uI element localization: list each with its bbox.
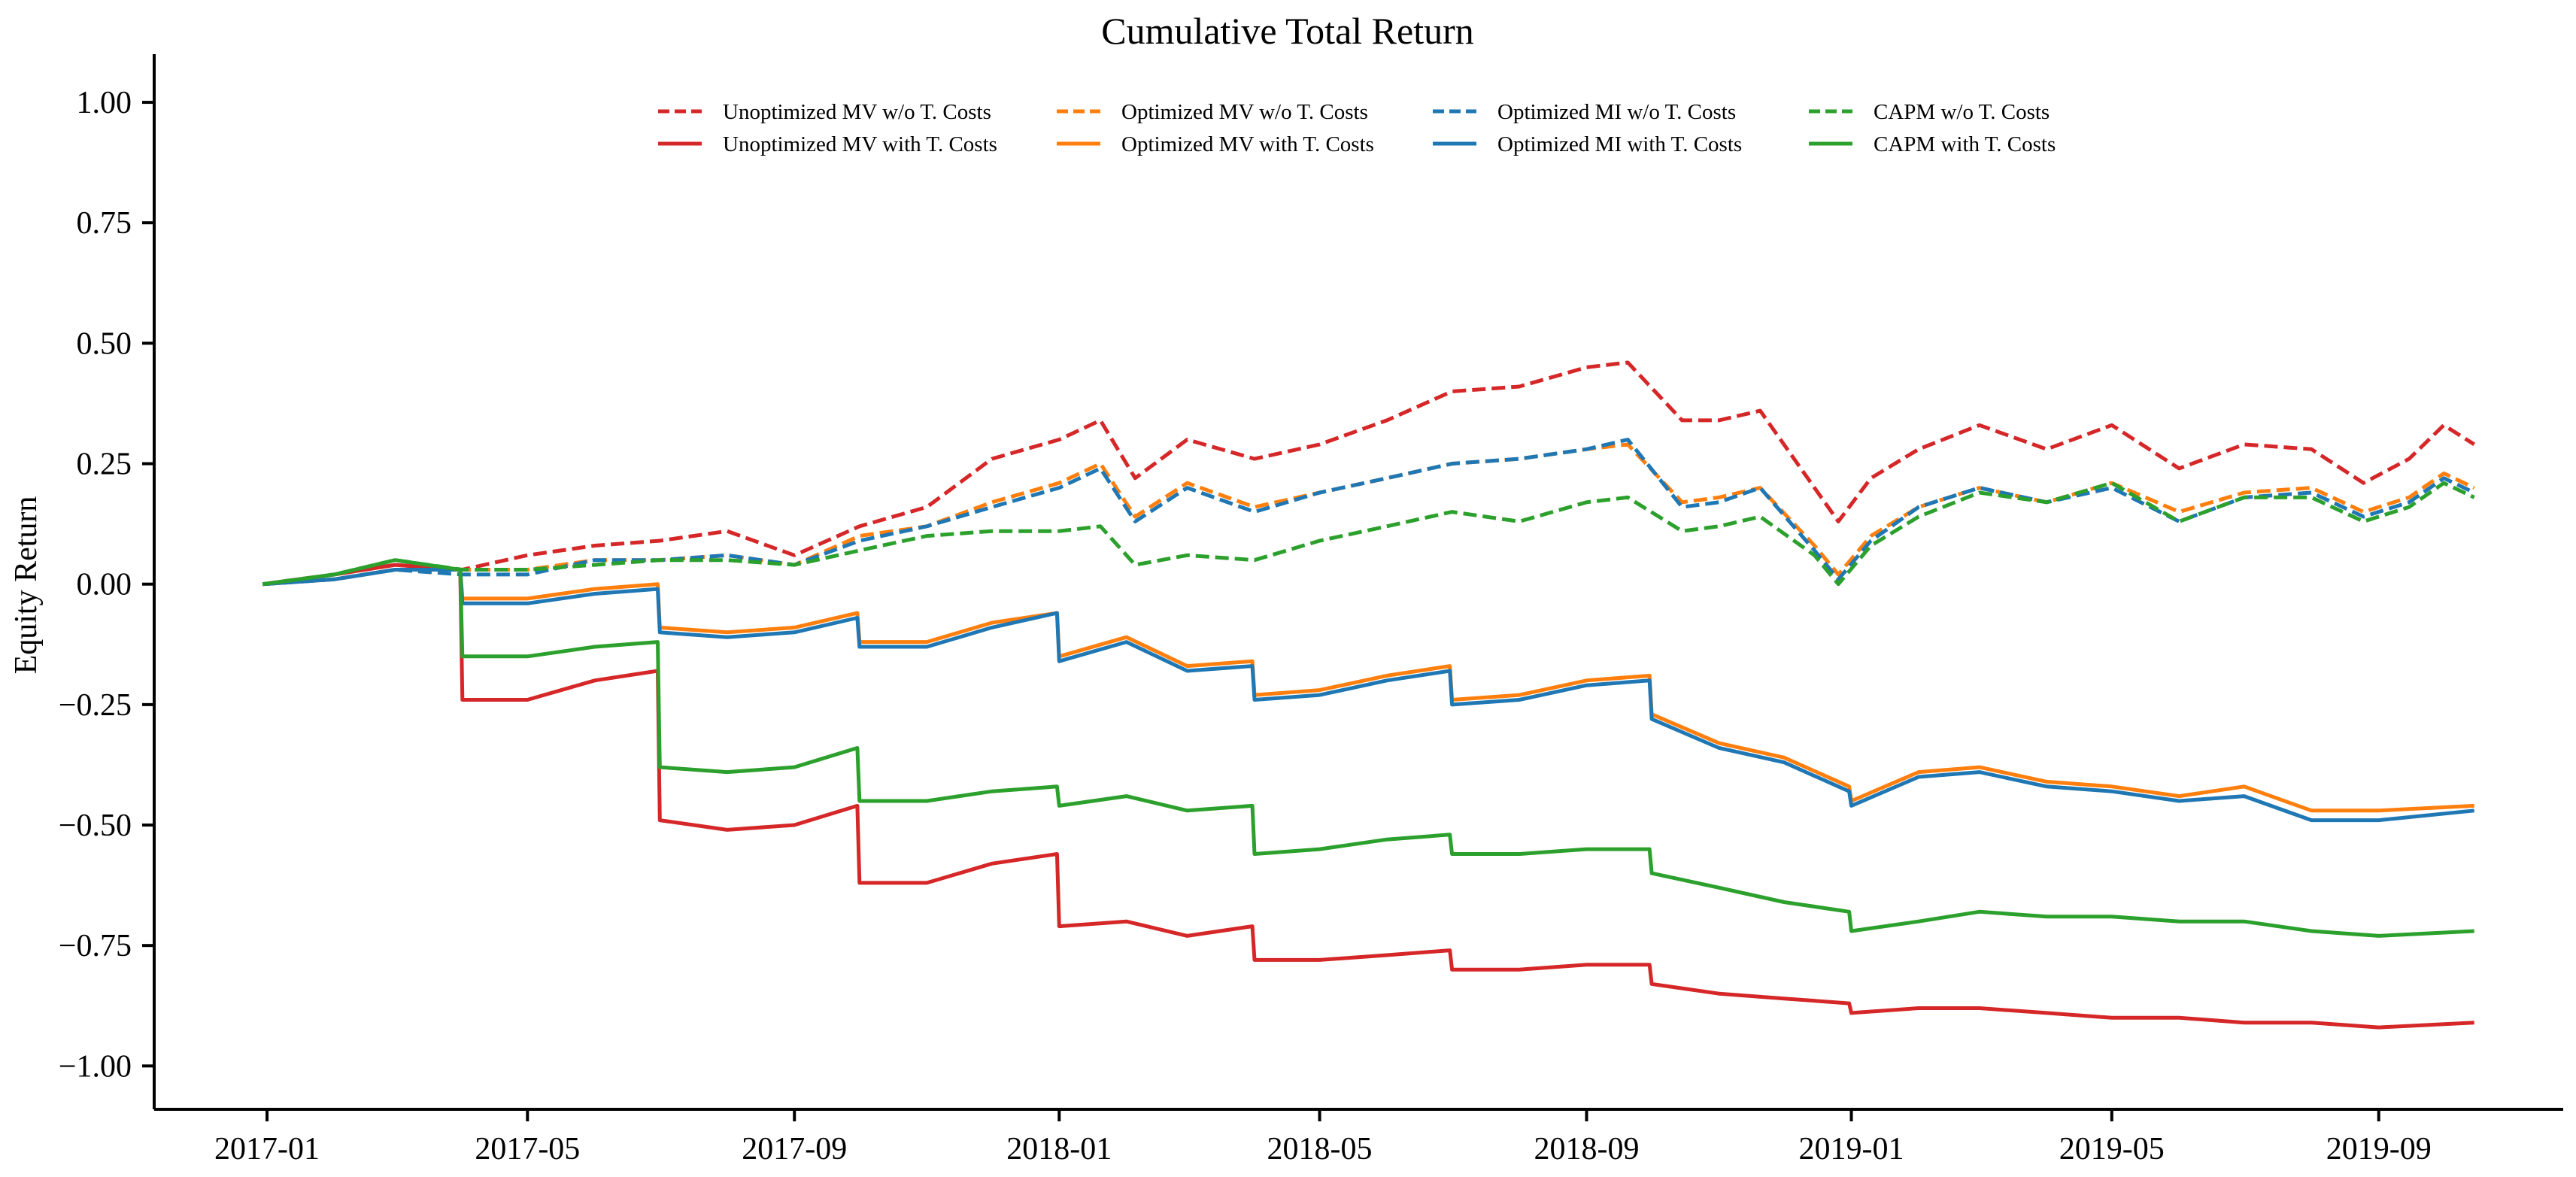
series-optimized-mi-with-t-costs	[262, 568, 2474, 823]
series-optimized-mv-with-t-costs	[262, 568, 2474, 813]
x-tick-label: 2019-09	[2326, 1132, 2432, 1166]
legend: Unoptimized MV w/o T. Costs Unoptimized M…	[658, 100, 2056, 156]
legend-label-unoptimized-mv-with-t-costs: Unoptimized MV with T. Costs	[723, 132, 997, 156]
series-capm-with-t-costs	[262, 558, 2474, 938]
legend-label-capm-w-o-t-costs: CAPM w/o T. Costs	[1874, 100, 2050, 124]
y-tick-label: 0.00	[77, 568, 132, 602]
axes-layer	[153, 54, 2563, 1111]
series-unoptimized-mv-with-t-costs	[262, 563, 2474, 1030]
y-tick-label: −1.00	[59, 1049, 132, 1084]
legend-label-optimized-mi-with-t-costs: Optimized MI with T. Costs	[1497, 132, 1742, 156]
legend-label-optimized-mi-w-o-t-costs: Optimized MI w/o T. Costs	[1497, 100, 1736, 124]
y-tick-label: −0.50	[59, 808, 132, 843]
series-layer	[262, 360, 2476, 1030]
legend-label-optimized-mv-with-t-costs: Optimized MV with T. Costs	[1121, 132, 1374, 156]
y-tick-label: 0.25	[77, 447, 132, 482]
y-tick-label: 0.75	[77, 206, 132, 241]
x-tick-label: 2017-01	[214, 1132, 320, 1166]
y-tick-label: 0.50	[77, 326, 132, 361]
y-tick-label: −0.75	[59, 929, 132, 963]
legend-label-optimized-mv-w-o-t-costs: Optimized MV w/o T. Costs	[1121, 100, 1368, 124]
series-unoptimized-mv-w-o-t-costs	[262, 360, 2476, 587]
x-tick-label: 2018-09	[1534, 1132, 1639, 1166]
x-tick-label: 2019-05	[2059, 1132, 2165, 1166]
y-axis-label: Equity Return	[9, 496, 44, 675]
series-capm-w-o-t-costs	[262, 481, 2475, 587]
x-tick-label: 2017-05	[475, 1132, 580, 1166]
x-tick-label: 2018-05	[1267, 1132, 1373, 1166]
chart-title: Cumulative Total Return	[1101, 10, 1474, 52]
x-tick-label: 2017-09	[742, 1132, 847, 1166]
legend-label-unoptimized-mv-w-o-t-costs: Unoptimized MV w/o T. Costs	[723, 100, 991, 124]
x-tick-label: 2019-01	[1799, 1132, 1904, 1166]
y-tick-label: −0.25	[59, 688, 132, 723]
x-tick-label: 2018-01	[1006, 1132, 1112, 1166]
tick-layer: 1.00 0.75 0.50 0.25 0.00 −0.25 −0.50 −0.75 −1.00…	[59, 86, 2432, 1166]
legend-label-capm-with-t-costs: CAPM with T. Costs	[1874, 132, 2056, 156]
y-tick-label: 1.00	[77, 86, 132, 120]
series-optimized-mi-w-o-t-costs	[262, 438, 2475, 587]
